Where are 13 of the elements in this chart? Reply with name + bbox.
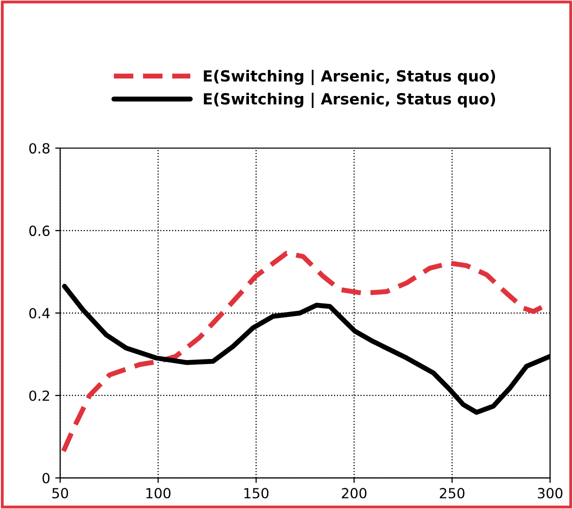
legend-label: E(Switching | Arsenic, Status quo): [204, 70, 496, 86]
x-tick-label: 100: [146, 488, 170, 498]
x-tick-label: 200: [342, 488, 366, 498]
y-tick-label: 0.4: [29, 308, 50, 319]
y-tick-label: 0.8: [29, 143, 50, 154]
y-tick-label: 0: [42, 472, 50, 484]
x-tick-label: 300: [538, 488, 562, 498]
legend-label: E(Switching | Arsenic, Status quo): [204, 92, 496, 108]
x-tick-label: 250: [440, 488, 464, 498]
y-tick-label: 0.2: [29, 390, 50, 401]
y-tick-label: 0.6: [29, 226, 50, 236]
x-tick-label: 50: [52, 488, 68, 498]
x-tick-label: 150: [244, 488, 268, 498]
